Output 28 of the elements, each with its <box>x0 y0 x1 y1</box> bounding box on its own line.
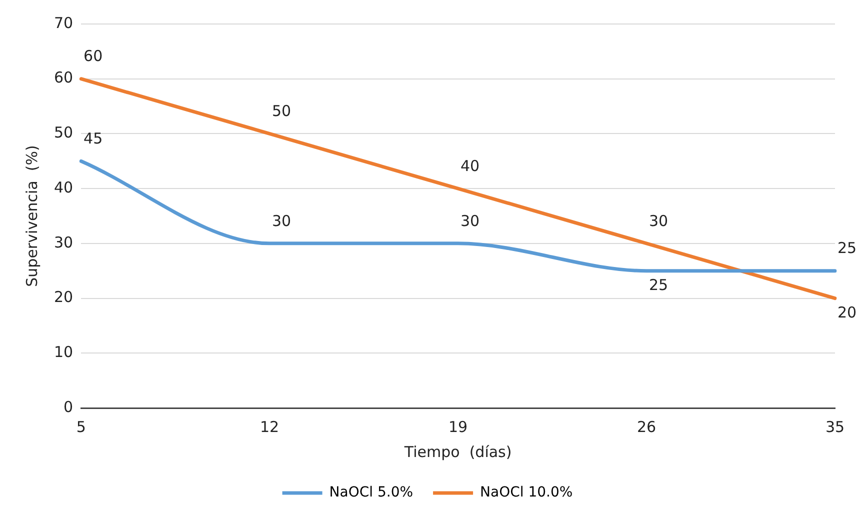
data-label: 30 <box>648 212 668 230</box>
x-tick-label: 35 <box>825 418 845 436</box>
y-tick-label: 0 <box>64 398 74 416</box>
x-axis-title: Tiempo (días) <box>403 442 512 461</box>
y-tick-label: 40 <box>54 178 74 196</box>
data-label: 40 <box>460 156 480 175</box>
data-label: 30 <box>460 212 480 230</box>
y-tick-label: 70 <box>54 14 74 32</box>
data-label: 45 <box>84 130 103 148</box>
x-tick-label: 19 <box>448 418 468 436</box>
y-axis-title: Supervivencia (%) <box>22 145 41 287</box>
legend-label: NaOCl 5.0% <box>329 484 414 501</box>
data-label: 25 <box>648 276 668 294</box>
data-label: 20 <box>837 304 857 322</box>
y-tick-label: 60 <box>54 68 74 87</box>
y-tick-label: 50 <box>54 124 74 142</box>
data-label: 25 <box>837 239 857 258</box>
line-series <box>79 77 837 300</box>
y-tick-label: 20 <box>54 288 74 306</box>
data-label: 50 <box>272 102 292 120</box>
y-tick-label: 10 <box>54 343 74 362</box>
x-tick-label: 26 <box>636 418 656 436</box>
x-tick-label: 5 <box>76 418 86 436</box>
x-tick-label: 12 <box>260 418 280 436</box>
y-tick-label: 30 <box>54 233 74 252</box>
legend-label: NaOCl 10.0% <box>480 484 573 501</box>
data-label: 60 <box>84 47 103 66</box>
data-label: 30 <box>272 212 292 230</box>
